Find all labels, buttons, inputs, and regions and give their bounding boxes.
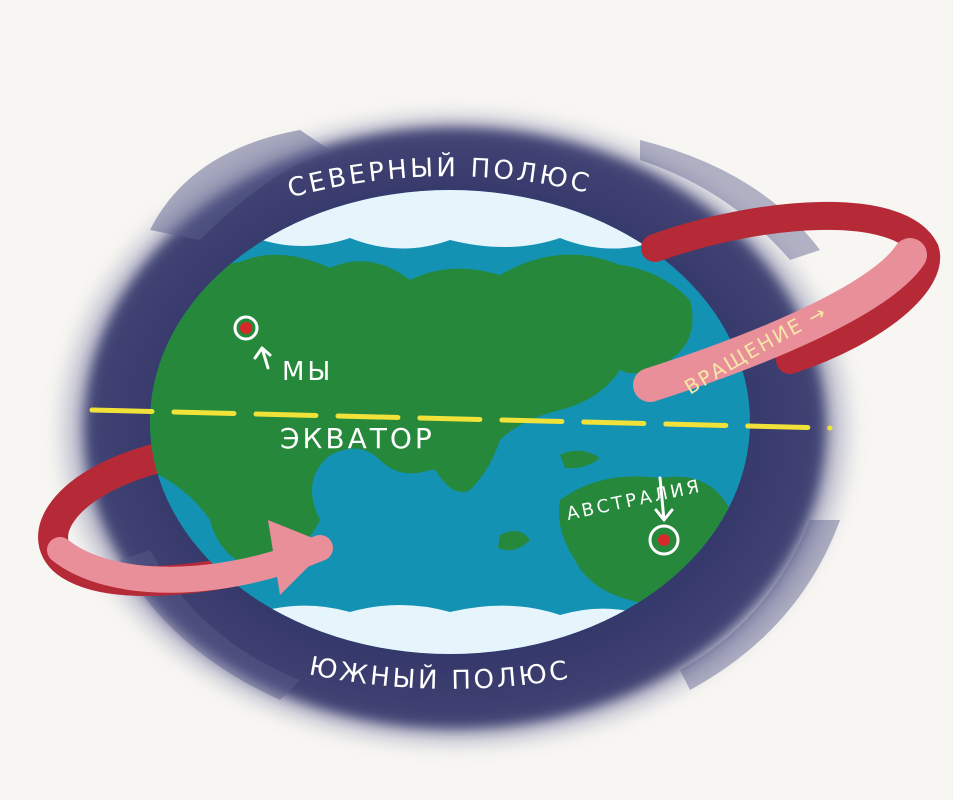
- rotation-ring-front: [47, 202, 941, 595]
- equator-line: [89, 407, 833, 431]
- india-landmass: [430, 440, 500, 492]
- island: [498, 531, 530, 551]
- island: [560, 450, 600, 469]
- eurasia-africa-landmass: [150, 254, 693, 570]
- equator-label: ЭКВАТОР: [280, 422, 435, 455]
- australia-marker: [648, 476, 680, 556]
- rotation-arrow-head: [268, 520, 330, 595]
- we-label: МЫ: [282, 357, 333, 387]
- island: [610, 282, 660, 314]
- we-marker: [233, 315, 272, 370]
